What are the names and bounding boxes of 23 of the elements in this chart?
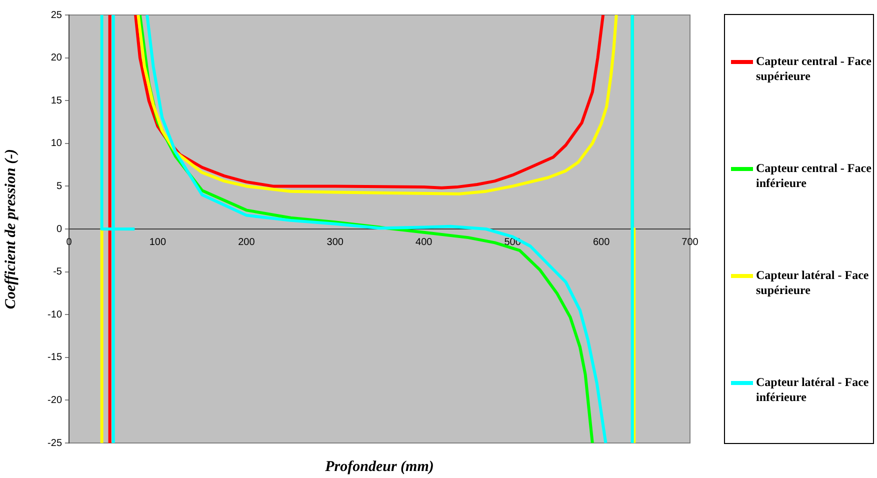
y-tick-label: 25 <box>50 10 62 21</box>
x-tick-label: 100 <box>149 236 166 248</box>
y-tick-label: -25 <box>48 438 62 449</box>
y-axis-title: Coefficient de pression (-) <box>2 148 19 310</box>
x-tick-label: 700 <box>682 236 699 248</box>
x-tick-label: 400 <box>416 236 433 248</box>
legend-label: Capteur latéral - Face supérieure <box>756 268 870 298</box>
y-tick-label: -10 <box>48 309 62 320</box>
y-tick-label: -5 <box>53 266 62 278</box>
y-tick-label: -15 <box>48 352 62 364</box>
y-tick-label: 15 <box>50 95 62 106</box>
y-tick-label: 5 <box>56 180 62 192</box>
x-tick-label: 300 <box>326 236 344 248</box>
x-tick-label: 200 <box>238 236 256 248</box>
legend-label: Capteur central - Face supérieure <box>756 54 872 84</box>
legend-label: Capteur central - Face inférieure <box>756 160 872 190</box>
x-tick-label: 600 <box>592 236 610 248</box>
y-tick-label: 0 <box>56 224 62 235</box>
y-tick-label: 10 <box>50 138 62 150</box>
y-tick-label: -20 <box>48 394 62 406</box>
legend-label: Capteur latéral - Face inférieure <box>756 374 870 404</box>
y-tick-label: 20 <box>50 52 62 64</box>
x-axis-title: Profondeur (mm) <box>325 459 434 475</box>
